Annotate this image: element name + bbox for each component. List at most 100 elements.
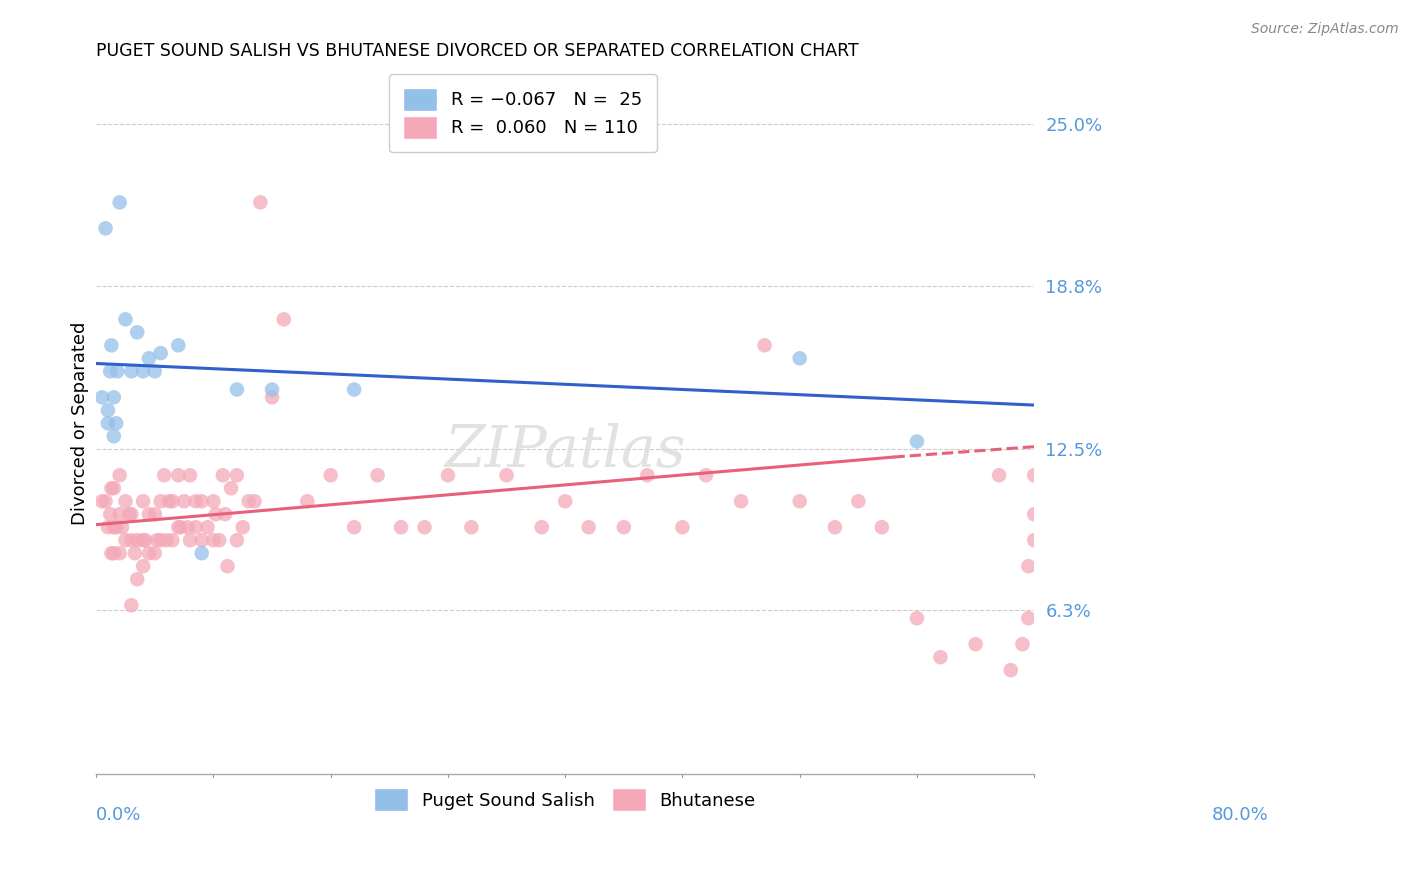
Point <box>460 520 482 534</box>
Point <box>132 533 155 548</box>
Point <box>108 195 131 210</box>
Point <box>1024 507 1046 521</box>
Point <box>413 520 436 534</box>
Point <box>437 468 460 483</box>
Point <box>167 468 190 483</box>
Point <box>138 351 160 366</box>
Point <box>754 338 776 352</box>
Point <box>97 417 120 431</box>
Point <box>190 494 212 508</box>
Point <box>120 364 142 378</box>
Point <box>138 507 160 521</box>
Point <box>1024 533 1046 548</box>
Point <box>105 520 128 534</box>
Point <box>103 546 125 560</box>
Point <box>98 364 121 378</box>
Point <box>190 546 212 560</box>
Point <box>929 650 952 665</box>
Point <box>965 637 987 651</box>
Point <box>162 494 184 508</box>
Point <box>132 364 155 378</box>
Point <box>108 468 131 483</box>
Point <box>243 494 266 508</box>
Point <box>132 559 155 574</box>
Point <box>162 533 184 548</box>
Point <box>127 572 149 586</box>
Point <box>846 494 869 508</box>
Point <box>554 494 576 508</box>
Point <box>249 195 271 210</box>
Point <box>530 520 553 534</box>
Point <box>143 507 166 521</box>
Point <box>214 507 236 521</box>
Text: Source: ZipAtlas.com: Source: ZipAtlas.com <box>1251 22 1399 37</box>
Point <box>578 520 600 534</box>
Point <box>138 546 160 560</box>
Point <box>789 351 811 366</box>
Point <box>105 364 128 378</box>
Point <box>636 468 658 483</box>
Point <box>120 507 142 521</box>
Point <box>208 533 231 548</box>
Point <box>153 468 176 483</box>
Point <box>905 434 928 449</box>
Point <box>176 520 198 534</box>
Point <box>232 520 254 534</box>
Point <box>120 533 142 548</box>
Point <box>273 312 295 326</box>
Point <box>297 494 319 508</box>
Point <box>108 507 131 521</box>
Point <box>97 520 120 534</box>
Point <box>695 468 717 483</box>
Point <box>262 390 284 404</box>
Point <box>389 520 412 534</box>
Point <box>495 468 517 483</box>
Point <box>127 533 149 548</box>
Y-axis label: Divorced or Separated: Divorced or Separated <box>72 322 89 525</box>
Point <box>988 468 1011 483</box>
Point <box>124 546 146 560</box>
Point <box>120 598 142 612</box>
Point <box>343 520 366 534</box>
Text: ZIPatlas: ZIPatlas <box>444 423 686 480</box>
Point <box>146 533 169 548</box>
Point <box>103 481 125 495</box>
Point <box>202 494 225 508</box>
Point <box>100 481 122 495</box>
Point <box>132 494 155 508</box>
Point <box>202 533 225 548</box>
Point <box>114 312 136 326</box>
Point <box>114 533 136 548</box>
Point <box>100 338 122 352</box>
Point <box>1017 611 1039 625</box>
Point <box>103 520 125 534</box>
Point <box>167 338 190 352</box>
Point <box>91 390 114 404</box>
Point <box>143 546 166 560</box>
Text: 0.0%: 0.0% <box>96 805 142 823</box>
Point <box>238 494 260 508</box>
Point <box>225 533 247 548</box>
Point <box>319 468 342 483</box>
Point <box>127 326 149 340</box>
Point <box>173 494 195 508</box>
Point <box>103 429 125 443</box>
Point <box>204 507 226 521</box>
Point <box>179 468 201 483</box>
Point <box>190 533 212 548</box>
Point <box>100 546 122 560</box>
Point <box>103 390 125 404</box>
Point <box>730 494 752 508</box>
Point <box>217 559 239 574</box>
Point <box>219 481 242 495</box>
Point <box>1024 468 1046 483</box>
Point <box>169 520 191 534</box>
Point <box>1017 559 1039 574</box>
Point <box>114 494 136 508</box>
Point <box>94 221 117 235</box>
Point <box>184 520 207 534</box>
Point <box>108 546 131 560</box>
Point <box>134 533 156 548</box>
Point <box>211 468 233 483</box>
Point <box>824 520 846 534</box>
